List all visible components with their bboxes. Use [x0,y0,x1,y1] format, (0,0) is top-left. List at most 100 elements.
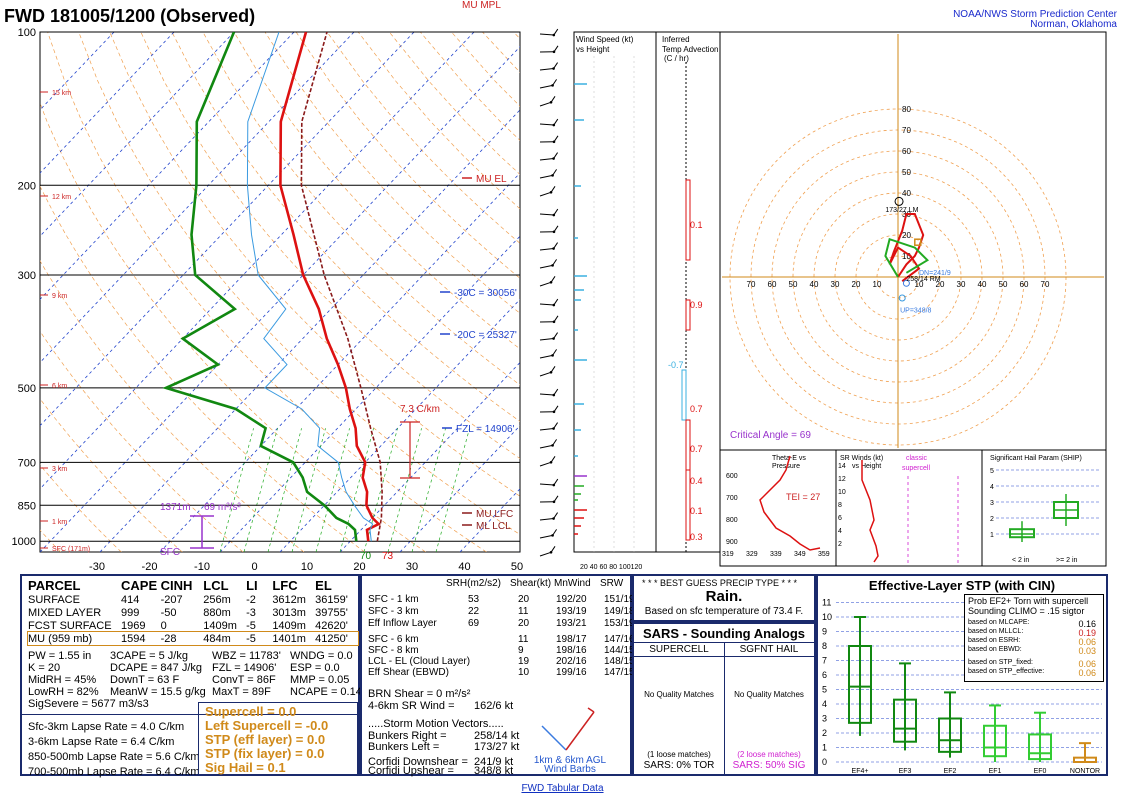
param-3cape: 3CAPE = 5 J/kg [110,650,188,662]
params-col1: PW = 1.55 in K = 20 MidRH = 45% LowRH = … [28,650,149,710]
stp-ytick: 7 [822,656,827,666]
wind-barb [539,101,552,107]
parcel-trace [300,32,383,542]
ship-panel [981,449,1107,567]
kinematic-cell: 11 [518,606,529,617]
hodo-bunkers-left-marker [894,196,904,206]
theta-xtick: 349 [794,551,806,558]
hodo-x-label: 10 [873,280,882,289]
parcel-cell: -5 [246,632,256,645]
parcel-cell: FCST SURFACE [28,619,112,632]
temp-adv-value: 0.7 [690,444,703,454]
wind-barb [539,174,553,179]
theta-tei: TEI = 27 [786,492,820,502]
parcel-cell: 1409m [272,619,306,632]
wind-speed-panel [573,31,657,553]
wind-barb-dot [551,444,554,447]
parcel-cell: -28 [160,632,177,645]
ml-lcl-label: ML LCL [476,521,511,532]
kinematic-cell: 11 [518,634,529,645]
stp-ytick: 8 [822,641,827,651]
temp-tick: 40 [458,561,470,573]
wind-barb-dot [549,371,553,374]
dry-adiabat [233,32,520,350]
theta-xtick: 359 [818,551,830,558]
parcel-table: PARCEL CAPE CINH LCL LI LFC EL SURFACE 414 -207 25… [27,578,359,646]
lapse-rates: Sfc-3km Lapse Rate = 4.0 C/km 3-6km Laps… [28,720,200,780]
ship-xlabel: >= 2 in [1056,557,1078,564]
lapse-sfc3: Sfc-3km Lapse Rate = 4.0 C/km [28,721,185,733]
wind-speed-axis: 20 40 60 80 100120 [580,564,642,571]
parcel-cell: -50 [160,606,177,619]
hodo-x-label: 50 [789,280,798,289]
parcel-cell: 1401m [272,632,306,645]
stp-prob-box: Prob EF2+ Torn with supercell Sounding C… [964,594,1104,682]
parcel-cell: 39755' [315,606,348,619]
sfc-td-label: 70 [360,551,372,562]
kinematic-cell: 199/16 [556,667,587,678]
parcel-cell: 3013m [272,606,306,619]
wind-barb [539,354,553,359]
kinematic-cell: 198/16 [556,645,587,656]
stp-ytick: 4 [822,699,827,709]
pressure-tick: 1000 [12,536,36,548]
dry-adiabat [40,464,122,552]
table-row: SURFACE 414 -207 256m -2 3612m 36159' [28,593,358,606]
pressure-tick: 100 [18,27,36,39]
skewt-traces [162,32,383,542]
hodo-ring-label: 60 [902,147,911,156]
theta-ptick: 700 [726,495,738,502]
wind-barb-dot [551,264,554,267]
sr-htick: 10 [838,489,846,496]
stp-prob-value: 0.06 [1078,637,1096,647]
parcel-cell: SURFACE [28,593,80,606]
tabular-data-link[interactable]: FWD Tabular Data [521,783,604,794]
dry-adiabat [40,398,183,552]
wind-barb [539,338,554,341]
kinematic-cell: 153/19 [604,618,635,629]
wind-barb-dot [552,50,556,54]
kinematic-cell: 19 [518,656,530,667]
kinematic-panel: SRH(m2/s2) Shear(kt) MnWind SRW SFC - 1 km 5… [360,574,635,777]
bunkers-left-label: Bunkers Left = [368,741,440,753]
sr-htick: 12 [838,476,846,483]
param-downt: DownT = 63 F [110,674,180,686]
hodo-bunkers-right-label: 258/14 RM [906,276,940,283]
param-wbz: WBZ = 11783' [212,650,281,662]
hodo-ring-label: 70 [902,126,911,135]
wind-barb [539,84,553,89]
kinematic-cell: SFC - 6 km [368,634,419,645]
parcel-cell: -3 [246,606,256,619]
ship-plot: Significant Hail Param (SHIP) 5 4 3 2 1 < 2 in… [990,455,1100,564]
wind-barb-dot [552,230,556,234]
hodo-mean-wind [914,238,922,246]
temp-adv-bars: 0.1 0.9 -0.7 0.7 0.7 0.4 0.1 0.3 [668,62,703,552]
wind-barb-dot [552,303,556,307]
temp-adv-bar [685,299,691,331]
parcel-cell: 0 [160,619,167,632]
kinematic-cell: 144/15 [604,645,635,656]
attribution-line1: NOAA/NWS Storm Prediction Center [953,9,1117,20]
stp-box [1028,733,1052,761]
kinematic-cell: 69 [468,618,480,629]
stp-ytick: 11 [822,598,831,608]
wind-barb [539,191,552,197]
stp-box [848,645,872,724]
stp-prob-row: based on STP_fixed: 0.06 [968,659,1100,669]
ship-title: Significant Hail Param (SHIP) [990,455,1082,462]
storm-motion-header: .....Storm Motion Vectors..... [368,718,504,730]
kinematic-cell: 147/15 [604,667,635,678]
stp-panel: Effective-Layer STP (with CIN) 11 10 9 8 7 6 5… [816,574,1108,776]
temp-adv-panel [655,31,721,553]
parcel-cell: 1409m [203,619,237,632]
agl-barbs-label1: 1km & 6km AGL [533,755,607,766]
stp-prob-value: 0.19 [1078,628,1096,638]
kinematic-cell: 202/16 [556,656,587,667]
sars-hail-loose: (2 loose matches) [737,750,801,759]
barb-6km [565,711,595,751]
attribution-line2: Norman, Oklahoma [1030,19,1117,30]
parcel-cell: 880m [203,606,231,619]
pressure-tick: 500 [18,383,36,395]
kinematic-cell: 53 [468,594,480,605]
